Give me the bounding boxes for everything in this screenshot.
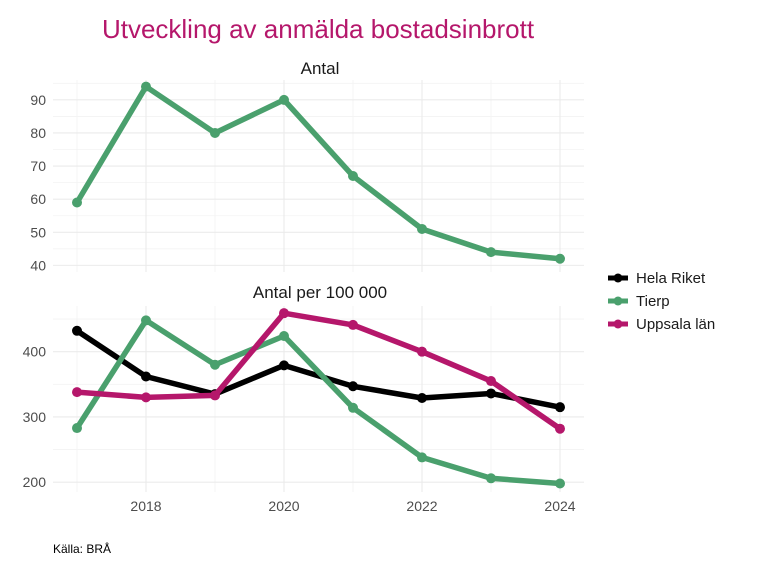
y-tick-label: 400 bbox=[23, 344, 47, 360]
y-tick-label: 80 bbox=[30, 125, 46, 141]
legend-key-point bbox=[613, 319, 623, 329]
legend-label: Tierp bbox=[636, 293, 670, 310]
x-tick-label: 2020 bbox=[268, 498, 299, 514]
legend-item-hela-riket: Hela Riket bbox=[608, 270, 706, 287]
data-point-uppsala-l-n-2017 bbox=[72, 387, 82, 398]
panel-title-antal: Antal bbox=[301, 59, 340, 78]
data-point-tierp-2017 bbox=[72, 423, 82, 434]
data-point-uppsala-l-n-2019 bbox=[210, 390, 220, 401]
data-point-tierp-2017 bbox=[72, 197, 82, 208]
y-tick-label: 40 bbox=[30, 257, 46, 273]
panel-antal-series bbox=[72, 81, 565, 264]
data-point-tierp-2024 bbox=[555, 478, 565, 489]
series-line-tierp bbox=[74, 317, 561, 487]
panel-antal-y-ticks: 40 50 60 70 80 90 bbox=[30, 92, 46, 274]
data-point-uppsala-l-n-2023 bbox=[486, 376, 496, 387]
legend-label: Hela Riket bbox=[636, 270, 706, 287]
panel-antal: Antal 40 50 60 70 80 90 bbox=[30, 59, 584, 273]
data-point-tierp-2018 bbox=[141, 315, 151, 326]
data-point-uppsala-l-n-2022 bbox=[417, 346, 427, 357]
data-point-tierp-2022 bbox=[417, 223, 427, 234]
data-point-tierp-2019 bbox=[210, 127, 220, 138]
panel-antal-grid bbox=[53, 80, 584, 272]
x-tick-label: 2018 bbox=[130, 498, 161, 514]
series-line-uppsala-l-n bbox=[76, 310, 562, 431]
data-point-tierp-2021 bbox=[348, 402, 358, 413]
x-tick-label: 2022 bbox=[406, 498, 437, 514]
data-point-tierp-2023 bbox=[486, 473, 496, 484]
panel-per-capita-series bbox=[72, 308, 565, 489]
data-point-tierp-2020 bbox=[279, 94, 289, 105]
data-point-hela-riket-2022 bbox=[417, 393, 427, 404]
caption-source: Källa: BRÅ bbox=[53, 541, 111, 556]
y-tick-label: 200 bbox=[23, 474, 47, 490]
data-point-tierp-2019 bbox=[210, 359, 220, 370]
x-tick-label: 2024 bbox=[544, 498, 575, 514]
y-tick-label: 60 bbox=[30, 191, 46, 207]
data-point-uppsala-l-n-2021 bbox=[348, 319, 358, 330]
data-point-hela-riket-2021 bbox=[348, 381, 358, 392]
y-tick-label: 70 bbox=[30, 158, 46, 174]
data-point-tierp-2018 bbox=[141, 81, 151, 92]
legend-label: Uppsala län bbox=[636, 316, 715, 333]
y-tick-label: 90 bbox=[30, 92, 46, 108]
data-point-tierp-2024 bbox=[555, 253, 565, 264]
data-point-hela-riket-2023 bbox=[486, 388, 496, 399]
legend-key-point bbox=[613, 296, 623, 306]
series-line-tierp bbox=[74, 83, 561, 262]
data-point-uppsala-l-n-2020 bbox=[279, 308, 289, 319]
data-point-hela-riket-2024 bbox=[555, 402, 565, 413]
legend-item-tierp: Tierp bbox=[608, 293, 670, 310]
data-point-uppsala-l-n-2024 bbox=[555, 423, 565, 434]
y-tick-label: 50 bbox=[30, 224, 46, 240]
panel-per-capita-y-ticks: 200 300 400 bbox=[23, 344, 47, 491]
legend: Hela Riket Tierp Uppsala län bbox=[608, 270, 715, 333]
y-tick-label: 300 bbox=[23, 409, 47, 425]
data-point-hela-riket-2017 bbox=[72, 325, 82, 336]
legend-key-point bbox=[613, 273, 623, 283]
data-point-tierp-2022 bbox=[417, 452, 427, 463]
data-point-hela-riket-2018 bbox=[141, 371, 151, 382]
data-point-tierp-2021 bbox=[348, 171, 358, 181]
chart-title: Utveckling av anmälda bostadsinbrott bbox=[102, 14, 535, 44]
x-axis-ticks: 2018 2020 2022 2024 bbox=[130, 498, 575, 514]
panel-title-per-capita: Antal per 100 000 bbox=[253, 283, 387, 302]
data-point-tierp-2020 bbox=[279, 331, 289, 342]
panel-antal-per-100000: Antal per 100 000 200 300 400 bbox=[23, 283, 584, 492]
data-point-tierp-2023 bbox=[486, 247, 496, 258]
data-point-uppsala-l-n-2018 bbox=[141, 392, 151, 403]
data-point-hela-riket-2020 bbox=[279, 360, 289, 371]
legend-item-uppsala-lan: Uppsala län bbox=[608, 316, 715, 333]
